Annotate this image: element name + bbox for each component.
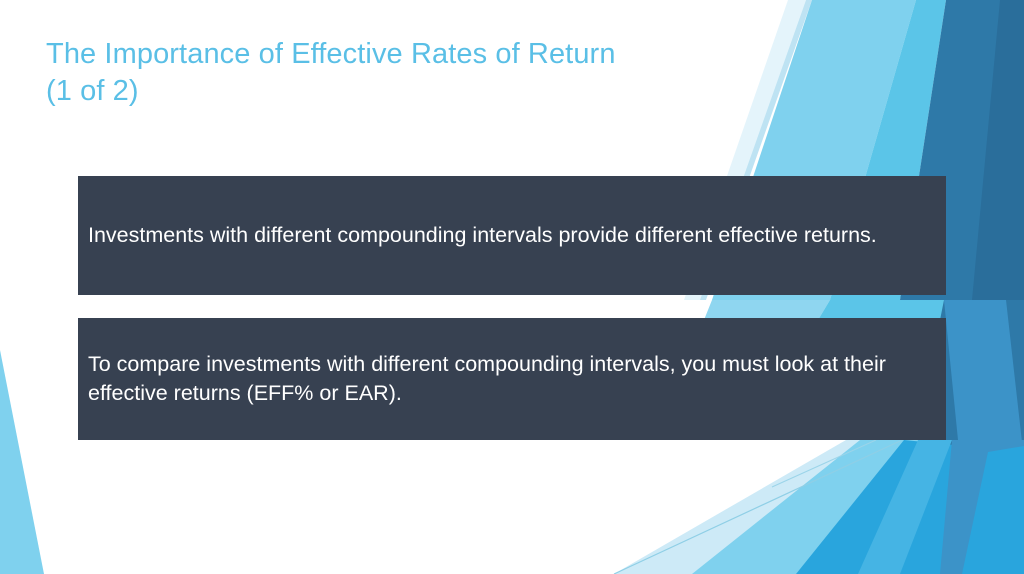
deco-shape-vividblue-region-bottom [796, 440, 1024, 574]
deco-shape-skyblue-sliver-bottom [858, 440, 952, 574]
callout-box-1-text: Investments with different compounding i… [88, 223, 877, 248]
callout-box-2-text: To compare investments with different co… [88, 352, 886, 405]
deco-hairline-diagonal-upper [771, 439, 877, 488]
deco-shape-vividblue-column-bottom [962, 446, 1024, 574]
deco-shape-midblue-overlay-bottom [940, 440, 1024, 574]
deco-shape-pale-wedge-bottom [614, 440, 898, 574]
page-title: The Importance of Effective Rates of Ret… [46, 38, 616, 108]
deco-shape-deepblue-edge-top [972, 0, 1024, 300]
callout-box-2: To compare investments with different co… [78, 318, 946, 440]
deco-shape-midblue-mid-right [944, 300, 1024, 460]
callout-box-1: Investments with different compounding i… [78, 176, 946, 295]
deco-shape-lightblue-wedge-bottomleft [0, 350, 44, 574]
deco-hairline-diagonal [613, 440, 901, 574]
deco-shape-lightblue-triangle-bottom [692, 440, 946, 574]
